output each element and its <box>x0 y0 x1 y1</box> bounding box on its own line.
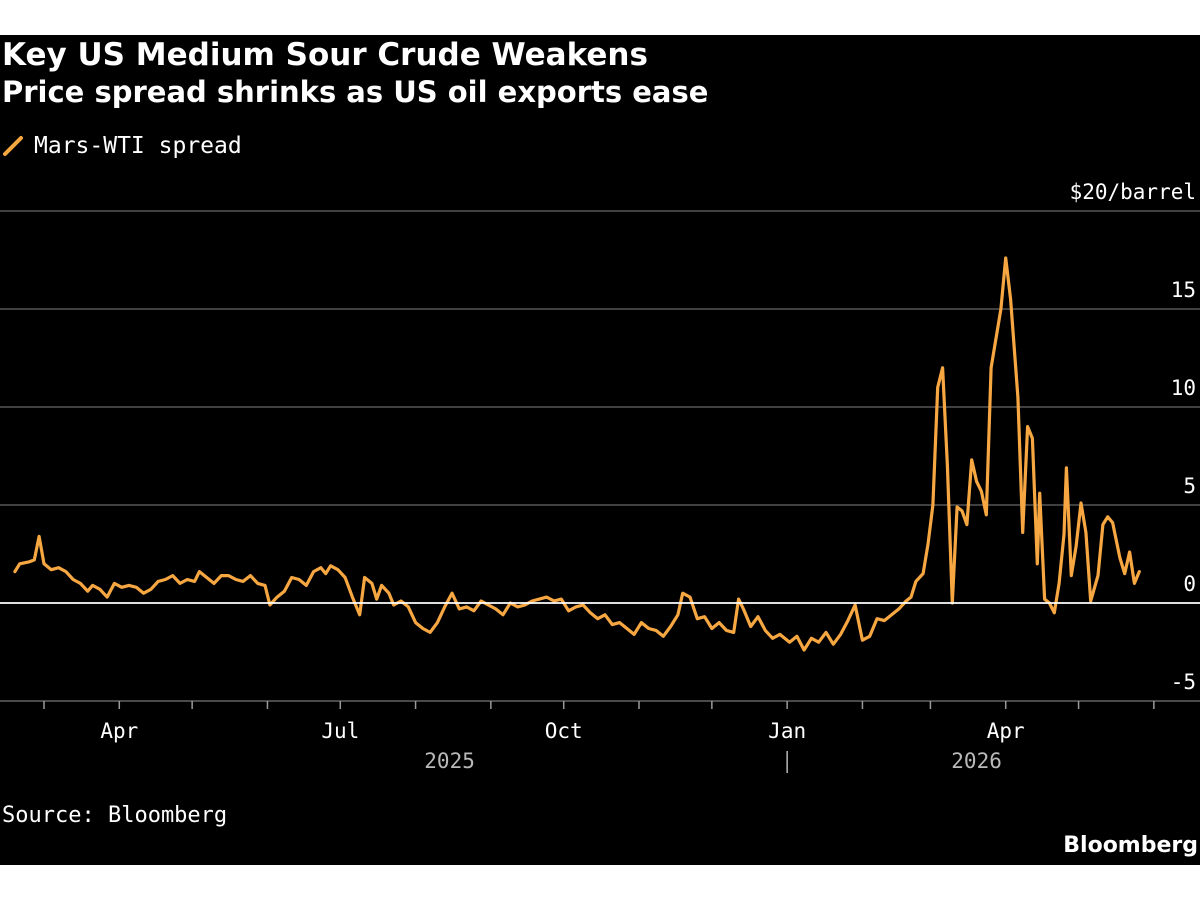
legend-label: Mars-WTI spread <box>34 133 242 159</box>
y-tick-label: 15 <box>1171 278 1196 302</box>
x-tick-label: Apr <box>987 719 1025 743</box>
year-label: 2025 <box>424 749 475 773</box>
x-tick-label: Jan <box>768 719 806 743</box>
y-tick-label: 5 <box>1183 474 1196 498</box>
y-tick-label: 10 <box>1171 376 1196 400</box>
y-axis-unit-label: $20/barrel <box>1070 180 1196 204</box>
chart-subtitle: Price spread shrinks as US oil exports e… <box>2 75 709 109</box>
x-tick-label: Jul <box>321 719 359 743</box>
legend: Mars-WTI spread <box>2 131 242 161</box>
chart-title: Key US Medium Sour Crude Weakens <box>2 37 648 73</box>
line-chart: $20/barrel 15 10 5 0 -5 Apr Jul Oct Jan Apr 2025 202… <box>0 180 1200 773</box>
y-tick-label: 0 <box>1183 572 1196 596</box>
x-tick-label: Oct <box>545 719 583 743</box>
x-tick-label: Apr <box>100 719 138 743</box>
series-line-mars-wti <box>13 256 1141 652</box>
y-tick-label: -5 <box>1171 670 1196 694</box>
bloomberg-logo: Bloomberg <box>1063 833 1198 858</box>
source-note: Source: Bloomberg <box>2 803 228 828</box>
legend-line-icon <box>3 136 23 156</box>
year-label: 2026 <box>951 749 1002 773</box>
chart-panel: Key US Medium Sour Crude Weakens Price s… <box>0 35 1200 865</box>
